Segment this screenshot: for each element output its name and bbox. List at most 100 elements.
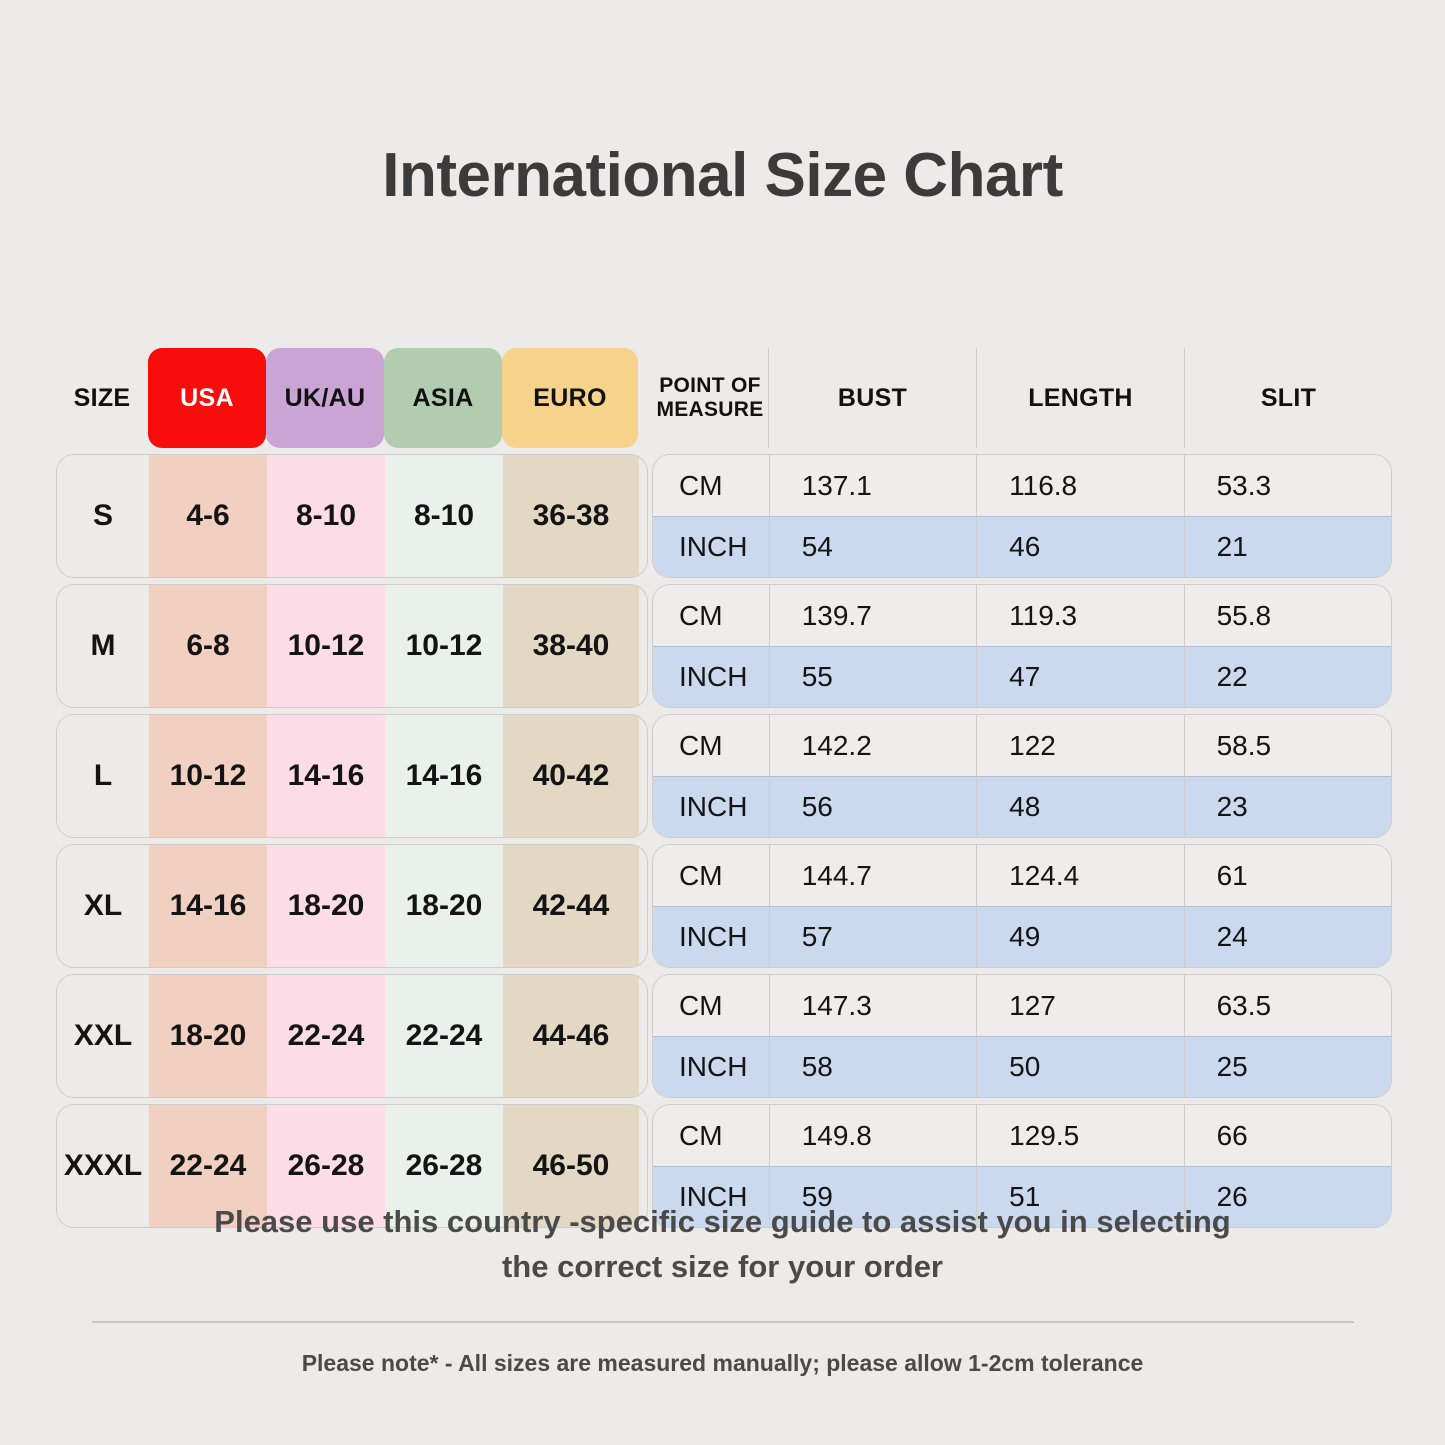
cell-bust: 149.8 [768, 1105, 976, 1166]
measurement-table-header: POINT OF MEASURE BUST LENGTH SLIT [652, 348, 1392, 448]
cell-unit: INCH [653, 516, 769, 577]
cell-size: S [57, 455, 149, 577]
cell-euro: 42-44 [503, 845, 639, 967]
cell-uk-au: 22-24 [267, 975, 385, 1097]
header-point-of-measure: POINT OF MEASURE [656, 374, 764, 421]
page-title: International Size Chart [382, 141, 1063, 210]
cell-bust: 57 [768, 906, 977, 967]
country-size-table-header: SIZE USA UK/AU ASIA EURO [56, 348, 648, 448]
header-length: LENGTH [976, 348, 1184, 448]
cell-bust: 142.2 [768, 715, 976, 776]
table-row: XXXL 22-24 26-28 26-28 46-50 [56, 1104, 648, 1228]
cell-unit: CM [679, 599, 723, 631]
cell-asia: 10-12 [385, 585, 503, 707]
cell-slit: 55.8 [1183, 585, 1391, 646]
measurement-row-inch: INCH 54 46 21 [653, 516, 1391, 577]
measurement-row-cm: CM 147.3 127 63.5 [653, 975, 1391, 1036]
measurement-table: POINT OF MEASURE BUST LENGTH SLIT CM 137… [652, 348, 1392, 1228]
cell-length: 50 [976, 1036, 1184, 1097]
cell-bust: 144.7 [768, 845, 976, 906]
table-row: XL 14-16 18-20 18-20 42-44 [56, 844, 648, 968]
cell-bust: 139.7 [768, 585, 976, 646]
cell-size: M [57, 585, 149, 707]
cell-unit: CM [679, 1119, 723, 1151]
cell-bust: 59 [768, 1166, 977, 1227]
measurement-row-cm: CM 142.2 122 58.5 [653, 715, 1391, 776]
table-row: S 4-6 8-10 8-10 36-38 [56, 454, 648, 578]
cell-length: 116.8 [976, 455, 1183, 516]
cell-length: 46 [976, 516, 1184, 577]
cell-slit: 25 [1183, 1036, 1391, 1097]
cell-slit: 58.5 [1183, 715, 1391, 776]
cell-size: L [57, 715, 149, 837]
cell-length: 47 [976, 646, 1184, 707]
cell-slit: 63.5 [1183, 975, 1391, 1036]
cell-length: 129.5 [976, 1105, 1183, 1166]
cell-unit: INCH [653, 906, 769, 967]
cell-bust: 137.1 [768, 455, 976, 516]
cell-length: 51 [976, 1166, 1184, 1227]
cell-slit: 26 [1183, 1166, 1391, 1227]
cell-bust: 56 [768, 776, 977, 837]
measurement-row-cm: CM 149.8 129.5 66 [653, 1105, 1391, 1166]
cell-length: 49 [976, 906, 1184, 967]
cell-uk-au: 18-20 [267, 845, 385, 967]
header-asia: ASIA [384, 348, 502, 448]
cell-length: 122 [976, 715, 1183, 776]
cell-length: 124.4 [976, 845, 1183, 906]
header-slit: SLIT [1184, 348, 1392, 448]
header-size: SIZE [73, 383, 131, 412]
header-usa: USA [148, 348, 266, 448]
cell-usa: 4-6 [149, 455, 267, 577]
cell-unit: CM [679, 859, 723, 891]
measurement-row-inch: INCH 57 49 24 [653, 906, 1391, 967]
cell-usa: 6-8 [149, 585, 267, 707]
cell-euro: 36-38 [503, 455, 639, 577]
cell-unit: INCH [653, 776, 769, 837]
cell-euro: 40-42 [503, 715, 639, 837]
cell-asia: 14-16 [385, 715, 503, 837]
country-size-table: SIZE USA UK/AU ASIA EURO S 4-6 8-10 8-10… [56, 348, 648, 1228]
cell-unit: CM [679, 989, 723, 1021]
cell-unit: INCH [653, 1166, 769, 1227]
cell-uk-au: 8-10 [267, 455, 385, 577]
size-guide-note-line-1: Please use this country -specific size g… [214, 1204, 1231, 1239]
cell-euro: 46-50 [503, 1105, 639, 1227]
cell-size: XXXL [57, 1105, 149, 1227]
cell-usa: 22-24 [149, 1105, 267, 1227]
footer-divider [92, 1321, 1354, 1323]
measurement-row-inch: INCH 58 50 25 [653, 1036, 1391, 1097]
cell-slit: 22 [1183, 646, 1391, 707]
cell-unit: INCH [653, 1036, 769, 1097]
cell-size: XL [57, 845, 149, 967]
table-row: M 6-8 10-12 10-12 38-40 [56, 584, 648, 708]
cell-bust: 58 [768, 1036, 977, 1097]
cell-slit: 21 [1183, 516, 1391, 577]
cell-euro: 38-40 [503, 585, 639, 707]
table-row: XXL 18-20 22-24 22-24 44-46 [56, 974, 648, 1098]
cell-asia: 18-20 [385, 845, 503, 967]
table-row: CM 142.2 122 58.5 INCH 56 48 23 [652, 714, 1392, 838]
cell-slit: 24 [1183, 906, 1391, 967]
cell-asia: 26-28 [385, 1105, 503, 1227]
cell-asia: 8-10 [385, 455, 503, 577]
header-bust: BUST [768, 348, 976, 448]
size-chart-tables: SIZE USA UK/AU ASIA EURO S 4-6 8-10 8-10… [56, 348, 1392, 1228]
cell-length: 127 [976, 975, 1183, 1036]
cell-unit: CM [679, 469, 723, 501]
cell-length: 119.3 [976, 585, 1183, 646]
table-row: L 10-12 14-16 14-16 40-42 [56, 714, 648, 838]
cell-usa: 10-12 [149, 715, 267, 837]
cell-bust: 55 [768, 646, 977, 707]
cell-length: 48 [976, 776, 1184, 837]
measurement-row-inch: INCH 59 51 26 [653, 1166, 1391, 1227]
cell-slit: 23 [1183, 776, 1391, 837]
cell-uk-au: 10-12 [267, 585, 385, 707]
measurement-row-inch: INCH 56 48 23 [653, 776, 1391, 837]
measurement-row-cm: CM 137.1 116.8 53.3 [653, 455, 1391, 516]
size-guide-note: Please use this country -specific size g… [0, 1200, 1445, 1290]
cell-uk-au: 26-28 [267, 1105, 385, 1227]
cell-usa: 18-20 [149, 975, 267, 1097]
cell-slit: 61 [1183, 845, 1391, 906]
